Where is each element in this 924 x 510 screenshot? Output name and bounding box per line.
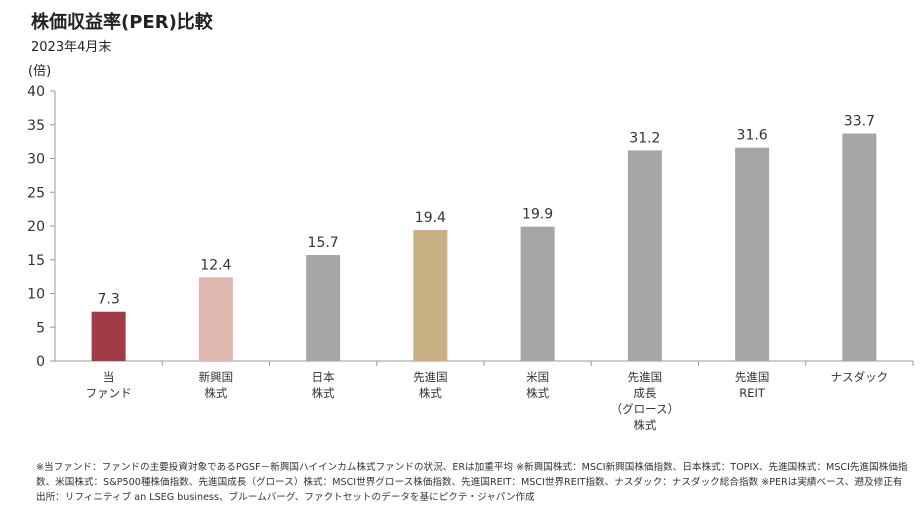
chart-subtitle: 2023年4月末 — [31, 40, 112, 55]
footnote-line: 出所：リフィニティブ an LSEG business、ブルームバーグ、ファクト… — [36, 492, 535, 503]
x-tick-label: 成長 — [633, 386, 656, 400]
x-tick-label: 先進国 — [628, 370, 663, 384]
x-tick-label: （グロース） — [611, 402, 679, 416]
bar — [198, 277, 233, 361]
footnote-line: 数、米国株式：S&P500種株価指数、先進国成長（グロース）株式：MSCI世界グ… — [36, 477, 903, 488]
y-tick-label: 35 — [27, 118, 45, 134]
footnotes: ※当ファンド：ファンドの主要投資対象であるPGSF－新興国ハイインカム株式ファン… — [36, 460, 908, 505]
data-label: 19.9 — [522, 207, 553, 223]
x-tick-label: ナスダック — [831, 370, 889, 384]
x-tick-label: 日本 — [312, 370, 335, 384]
bar — [842, 133, 877, 361]
x-tick-label: 当 — [103, 370, 115, 384]
y-tick-label: 40 — [27, 84, 45, 100]
data-label: 15.7 — [308, 235, 339, 251]
footnote-line: ※当ファンド：ファンドの主要投資対象であるPGSF－新興国ハイインカム株式ファン… — [36, 462, 908, 473]
x-tick-label: 株式 — [419, 386, 442, 400]
x-tick-label: 株式 — [204, 386, 227, 400]
data-label: 31.2 — [629, 130, 660, 146]
x-tick-label: 米国 — [526, 370, 549, 384]
x-tick-label: ファンド — [86, 386, 132, 400]
data-label: 31.6 — [737, 128, 768, 144]
chart-title: 株価収益率(PER)比較 — [31, 12, 213, 33]
bar — [306, 255, 341, 361]
y-tick-label: 0 — [36, 354, 45, 370]
bar — [627, 150, 662, 361]
y-tick-label: 10 — [27, 287, 45, 303]
data-label: 33.7 — [844, 114, 875, 130]
x-tick-label: 先進国 — [735, 370, 770, 384]
x-tick-label: 先進国 — [413, 370, 448, 384]
data-label: 12.4 — [200, 257, 231, 273]
x-tick-label: 株式 — [633, 418, 656, 432]
y-tick-label: 5 — [36, 320, 45, 336]
y-axis-label: (倍) — [28, 64, 52, 79]
x-tick-label: 株式 — [526, 386, 549, 400]
x-tick-label: 株式 — [312, 386, 335, 400]
y-tick-label: 30 — [27, 152, 45, 168]
x-tick-label: 新興国 — [199, 370, 234, 384]
bar — [413, 230, 448, 361]
y-tick-label: 20 — [27, 219, 45, 235]
y-tick-label: 25 — [27, 185, 45, 201]
x-tick-label: REIT — [739, 386, 766, 400]
bar — [520, 226, 555, 361]
bar — [735, 147, 770, 361]
data-label: 7.3 — [97, 292, 119, 308]
bar-chart: 0 5 10 15 20 25 30 35 40 7.3 当ファンド 12.4 新興国株式 15.7 日本株… — [27, 84, 914, 432]
bar — [91, 311, 126, 361]
data-label: 19.4 — [415, 210, 446, 226]
y-tick-label: 15 — [27, 253, 45, 269]
